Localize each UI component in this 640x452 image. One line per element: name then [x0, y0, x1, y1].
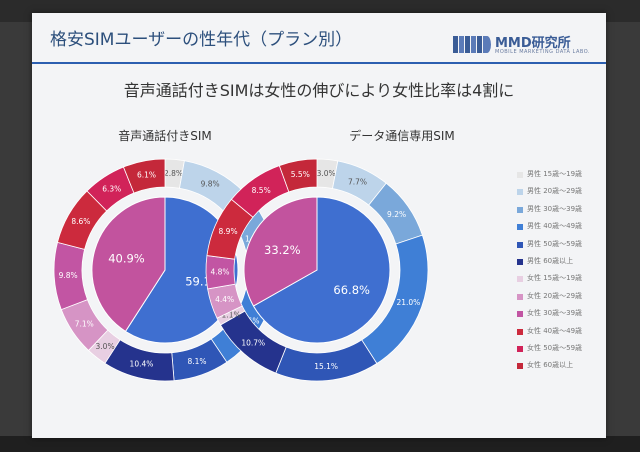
legend-label-8: 女性 20歳～29歳	[527, 291, 583, 300]
chart-2-outer-label-2: 7.7%	[348, 177, 367, 186]
chart-2-outer-label-4: 21.0%	[396, 298, 420, 307]
legend-label-1: 男性 15歳～19歳	[527, 170, 583, 178]
mmd-logo: MMD研究所 MOBILE MARKETING DATA LABO.	[453, 31, 598, 61]
legend-item-10: 女性 40歳～49歳	[517, 325, 605, 342]
logo-text: MMD研究所	[495, 36, 571, 51]
legend-item-6: 男性 60歳以上	[517, 255, 605, 272]
chart-1-outer-segment-12	[122, 158, 166, 194]
legend-item-2: 男性 20歳～29歳	[517, 185, 605, 202]
mmd-logo-icon	[453, 36, 491, 53]
legend-swatch-10	[517, 328, 523, 335]
chart-title-data-sim: データ通信専用SIM	[349, 129, 455, 143]
chart-2-outer-label-12: 5.5%	[291, 170, 310, 179]
legend-swatch-6	[517, 258, 523, 265]
legend-label-12: 女性 60歳以上	[527, 361, 574, 370]
legend-item-5: 男性 50歳～59歳	[517, 238, 605, 255]
chart-2-outer-label-7: 1.1%	[222, 311, 241, 320]
chart-title-voice-sim: 音声通話付きSIM	[118, 129, 212, 143]
chart-2-outer-label-1: 3.0%	[317, 169, 336, 178]
chart-2-inner-slice-2	[243, 196, 318, 307]
legend-label-7: 女性 15歳～19歳	[527, 274, 583, 283]
room-background-bottom	[0, 436, 640, 452]
chart-1-outer-label-8: 7.1%	[75, 319, 94, 328]
chart-legend: 男性 15歳～19歳 男性 20歳～29歳 男性 30歳～39歳 男性 40歳～49歳…	[517, 168, 605, 377]
legend-item-7: 女性 15歳～19歳	[517, 272, 605, 289]
chart-2-outer-label-10: 8.9%	[219, 227, 238, 236]
chart-2-outer-label-11: 8.5%	[252, 186, 271, 195]
slide-title: 格安SIMユーザーの性年代（プラン別）	[50, 30, 353, 50]
presentation-slide: 格安SIMユーザーの性年代（プラン別） MMD研究所 MOBILE MARKET…	[32, 13, 606, 438]
legend-item-4: 男性 40歳～49歳	[517, 220, 605, 237]
legend-swatch-2	[517, 189, 523, 196]
legend-swatch-7	[517, 276, 523, 283]
donut-charts: 2.8%9.8%14.4%13.6%8.1%10.4%3.0%7.1%9.8%8…	[53, 158, 429, 382]
logo-tagline: MOBILE MARKETING DATA LABO.	[495, 49, 591, 55]
legend-label-3: 男性 30歳～39歳	[527, 204, 583, 213]
chart-2-outer-label-9: 4.8%	[210, 267, 229, 276]
legend-swatch-8	[517, 293, 523, 300]
chart-1-outer-label-7: 3.0%	[96, 342, 115, 351]
chart-2-inner-label-2: 33.2%	[264, 243, 301, 257]
legend-label-2: 男性 20歳～29歳	[527, 187, 583, 196]
legend-item-9: 女性 30歳～39歳	[517, 307, 605, 324]
chart-1-outer-label-1: 2.8%	[164, 169, 183, 178]
legend-swatch-1	[517, 172, 523, 178]
chart-1-inner-label-2: 40.9%	[108, 252, 145, 266]
chart-1-outer-label-9: 9.8%	[59, 271, 78, 280]
legend-swatch-5	[517, 241, 523, 248]
chart-2-outer-label-8: 4.4%	[215, 295, 234, 304]
chart-2-inner-slice-1	[252, 196, 391, 344]
chart-2-outer-label-3: 9.2%	[387, 210, 406, 219]
chart-1-outer-label-10: 8.6%	[71, 217, 90, 226]
legend-label-11: 女性 50歳～59歳	[527, 343, 583, 352]
chart-2-outer-label-5: 15.1%	[314, 362, 338, 371]
legend-item-1: 男性 15歳～19歳	[517, 168, 605, 185]
title-divider	[32, 62, 606, 64]
chart-2-inner-label-1: 66.8%	[333, 283, 370, 297]
legend-label-9: 女性 30歳～39歳	[527, 309, 583, 318]
chart-1-outer-label-11: 6.3%	[102, 184, 121, 193]
legend-label-5: 男性 50歳～59歳	[527, 239, 583, 248]
chart-1-outer-label-2: 9.8%	[201, 180, 220, 189]
legend-label-6: 男性 60歳以上	[527, 256, 574, 265]
legend-swatch-11	[517, 345, 523, 352]
chart-2-outer-segment-12	[278, 158, 318, 193]
legend-swatch-9	[517, 311, 523, 318]
chart-2-outer-label-6: 10.7%	[241, 339, 265, 348]
legend-item-3: 男性 30歳～39歳	[517, 203, 605, 220]
legend-swatch-3	[517, 206, 523, 213]
legend-swatch-4	[517, 224, 523, 231]
legend-label-10: 女性 40歳～49歳	[527, 326, 583, 335]
chart-1-outer-label-5: 8.1%	[187, 357, 206, 366]
legend-item-12: 女性 60歳以上	[517, 359, 605, 376]
legend-item-8: 女性 20歳～29歳	[517, 290, 605, 307]
chart-1-outer-label-6: 10.4%	[130, 360, 154, 369]
chart-2-outer-segment-5	[275, 339, 378, 382]
legend-item-11: 女性 50歳～59歳	[517, 342, 605, 359]
headline: 音声通話付きSIMは女性の伸びにより女性比率は4割に	[123, 81, 515, 100]
legend-swatch-12	[517, 363, 523, 370]
chart-1-outer-label-12: 6.1%	[137, 170, 156, 179]
chart-1-inner-slice-2	[91, 196, 166, 333]
legend-label-4: 男性 40歳～49歳	[527, 222, 583, 231]
